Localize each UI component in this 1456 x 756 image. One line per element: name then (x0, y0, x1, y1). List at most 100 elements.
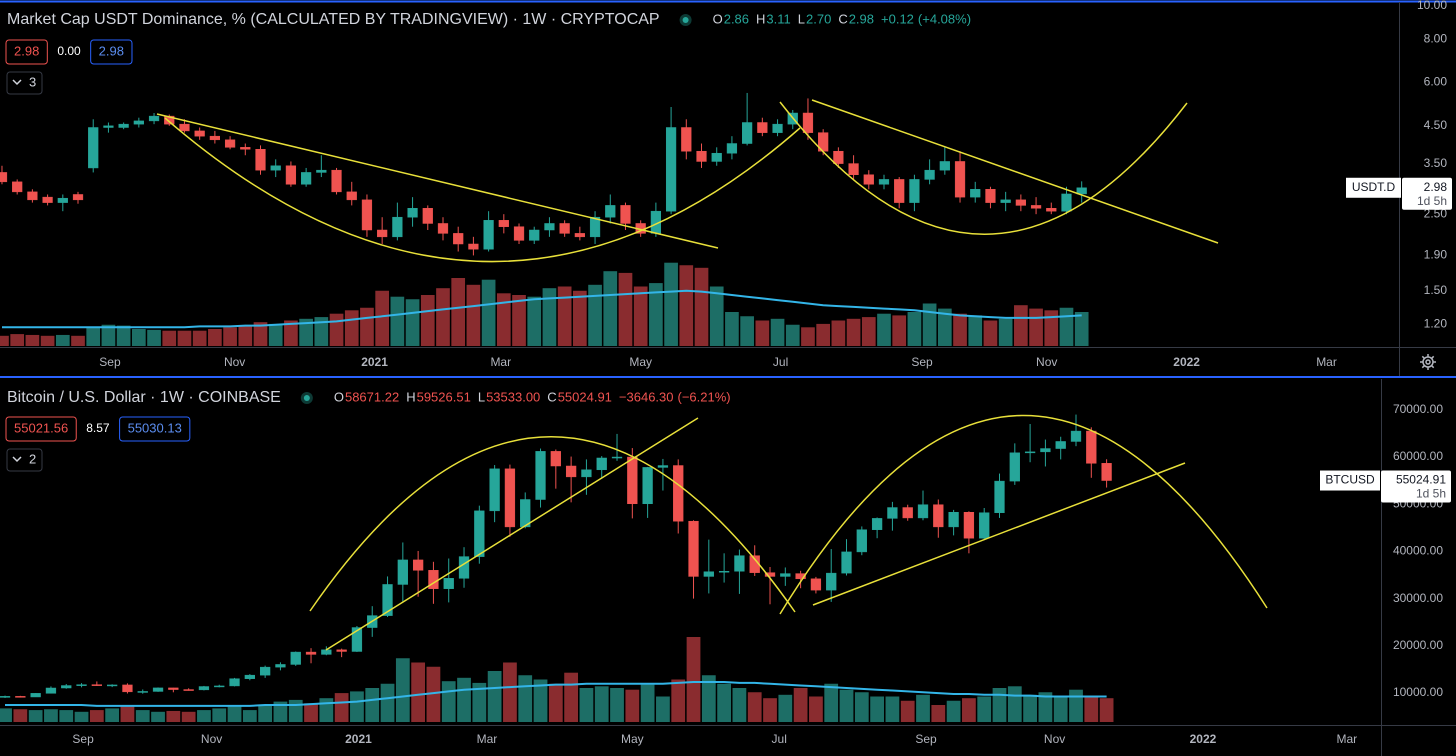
candle-body (802, 112, 814, 133)
candle-body (894, 179, 905, 203)
volume-bar (74, 711, 89, 722)
bid-price: 2.98 (14, 43, 39, 58)
ohlc-value: 59526.51 (417, 389, 471, 404)
volume-bar (625, 689, 640, 722)
candle-body (871, 518, 883, 530)
drawings[interactable] (156, 99, 1268, 651)
volume-bar (28, 710, 43, 722)
candle-body (948, 512, 959, 528)
candle-body (331, 169, 342, 193)
volume-bar (86, 327, 101, 346)
volume-bar (1023, 694, 1037, 722)
bid-box[interactable] (5, 416, 77, 442)
candle-body (198, 686, 210, 691)
candle-body (483, 220, 494, 250)
chart-title: Market Cap USDT Dominance, % (CALCULATED… (7, 11, 660, 28)
change-value: −3646.30 (619, 389, 674, 404)
candle-body (642, 467, 653, 505)
volume-bar (242, 710, 257, 722)
candle-body (856, 529, 867, 553)
price-tag (1402, 177, 1452, 210)
volume-bar (885, 696, 900, 722)
candle-body (316, 169, 327, 173)
volume-bar (1007, 686, 1022, 722)
candle-body (270, 165, 281, 171)
volume-bar (548, 683, 563, 722)
volume-bar (299, 318, 313, 346)
candle-body (887, 507, 898, 519)
volume-bar (10, 334, 25, 346)
ohlc-value: 2.98 (849, 11, 874, 26)
candle-body (397, 559, 408, 585)
candle-body (1070, 430, 1082, 442)
volume-bar (40, 335, 55, 346)
bid-box[interactable] (5, 39, 48, 65)
volume-bar (487, 671, 502, 722)
trend-line[interactable] (811, 99, 1219, 244)
ask-box[interactable] (119, 416, 191, 442)
volume-bar (512, 295, 526, 346)
candle-body (1055, 441, 1066, 449)
arc-drawing[interactable] (164, 117, 801, 263)
candle-body (529, 229, 540, 241)
x-tick-label: Sep (911, 355, 933, 369)
volume-bar (503, 662, 517, 722)
volume-bar (649, 283, 663, 346)
candle-body (179, 123, 190, 132)
trend-line[interactable] (156, 113, 719, 249)
candle-body (979, 512, 990, 539)
y-tick-label: 70000.00 (1393, 402, 1443, 416)
candle-body (718, 570, 730, 573)
y-tick-label: 3.50 (1424, 156, 1448, 170)
x-tick-label: Mar (1316, 355, 1337, 369)
indicators-toggle[interactable] (6, 71, 43, 95)
volume-bar (44, 709, 58, 722)
candle-body (673, 465, 684, 522)
candle-body (412, 559, 424, 571)
volume-bar (725, 312, 739, 346)
volume-bar (151, 711, 165, 722)
spread-value: 0.00 (57, 44, 81, 58)
volume-bar (135, 710, 150, 722)
ask-box[interactable] (90, 39, 133, 65)
candle-body (703, 571, 714, 577)
candle-body (605, 205, 616, 218)
volume-bar (89, 710, 104, 722)
volume-bar (71, 335, 85, 346)
volume-bar (192, 330, 207, 346)
volume-bar (816, 323, 831, 346)
volume-bar (922, 303, 937, 346)
volume-bar (273, 701, 288, 722)
candle-body (665, 127, 677, 212)
volume-bar (177, 330, 192, 346)
volume-bar (162, 330, 177, 346)
y-tick-label: 1.90 (1424, 248, 1448, 262)
candle-body (91, 684, 102, 686)
y-tick-label: 2.50 (1424, 206, 1448, 220)
x-tick-label: May (629, 355, 652, 369)
trend-line[interactable] (325, 417, 699, 651)
trend-line[interactable] (812, 462, 1186, 606)
volume-bar (1053, 696, 1068, 722)
x-tick-label: Nov (201, 732, 222, 746)
change-percent: (−6.21%) (678, 389, 731, 404)
volume-bar (411, 662, 426, 722)
arc-drawing[interactable] (309, 436, 796, 613)
volume-bar (953, 313, 967, 346)
arc-drawing[interactable] (779, 101, 1188, 235)
candle-body (970, 189, 981, 198)
plot (0, 92, 1114, 722)
indicators-toggle[interactable] (6, 448, 43, 472)
settings-icon[interactable] (1420, 354, 1436, 370)
volume-bar (603, 271, 618, 346)
volume-bar (288, 699, 303, 722)
arc-drawing[interactable] (779, 414, 1268, 615)
volume-bar (223, 327, 237, 346)
candle-body (1086, 430, 1097, 464)
candle-body (437, 223, 449, 234)
candle-body (810, 578, 822, 591)
volume-bar (557, 286, 572, 346)
candle-body (620, 205, 631, 224)
x-tick-label: Sep (99, 355, 121, 369)
candle-body (657, 465, 669, 468)
